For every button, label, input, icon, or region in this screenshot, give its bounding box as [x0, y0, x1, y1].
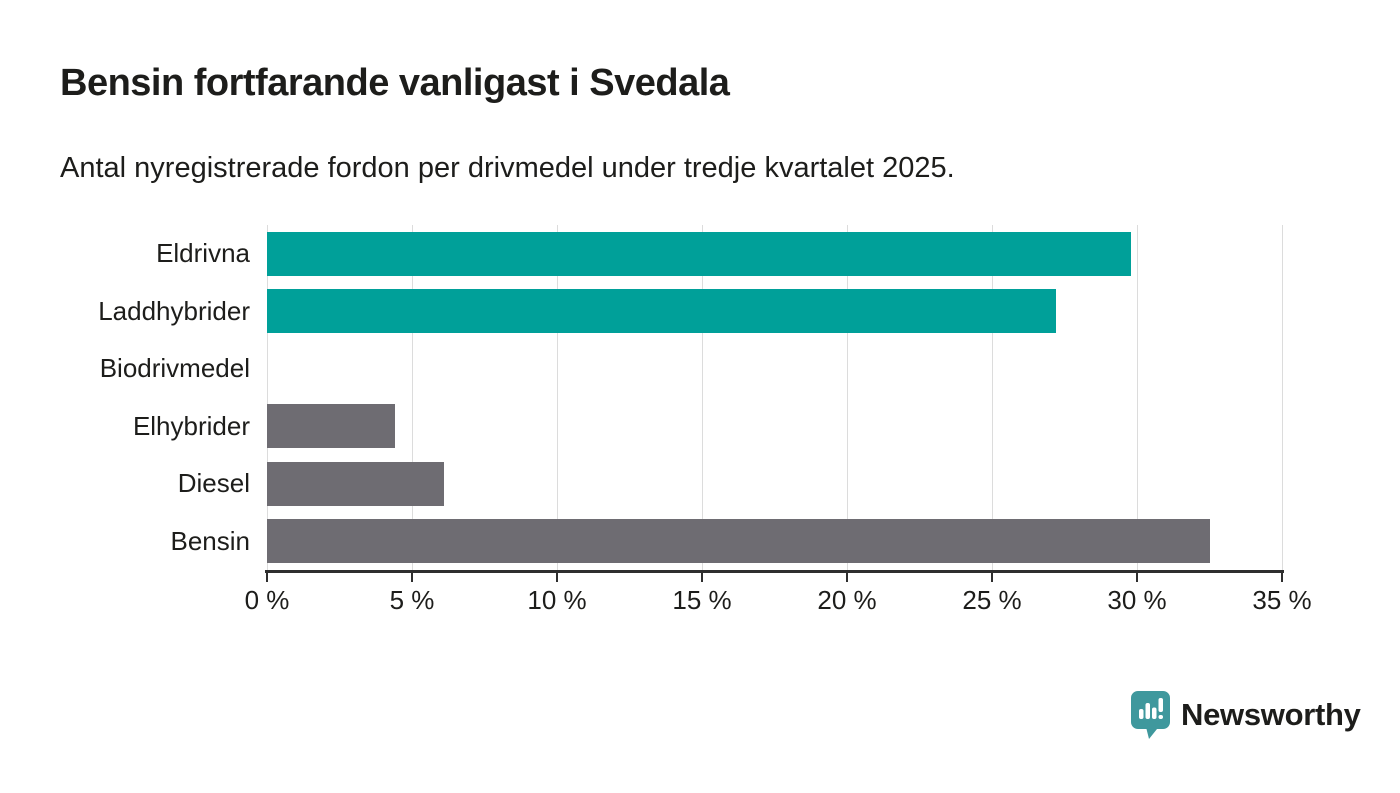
category-label-biodrivmedel: Biodrivmedel	[99, 353, 250, 384]
chart-subtitle: Antal nyregistrerade fordon per drivmede…	[60, 152, 955, 184]
tick-10	[556, 573, 558, 582]
tick-25	[991, 573, 993, 582]
x-axis-line	[265, 570, 1284, 573]
tick-label-20: 20 %	[817, 585, 877, 615]
y-axis-category-labels: Eldrivna Laddhybrider Biodrivmedel Elhybrid…	[0, 225, 250, 570]
category-label-elhybrider: Elhybrider	[132, 410, 250, 441]
bar-chart-plot-area: 0 % 5 % 10 % 15 % 20 % 25 % 30 % 35 %	[245, 225, 1312, 615]
tick-label-10: 10 %	[527, 585, 587, 615]
gridline-15	[702, 225, 703, 570]
gridline-20	[847, 225, 848, 570]
tick-15	[701, 573, 703, 582]
tick-35	[1281, 573, 1283, 582]
tick-label-25: 25 %	[962, 585, 1022, 615]
gridline-0	[267, 225, 268, 570]
tick-label-15: 15 %	[672, 585, 732, 615]
category-label-eldrivna: Eldrivna	[156, 238, 250, 269]
tick-label-30: 30 %	[1107, 585, 1167, 615]
newsworthy-logo-text: Newsworthy	[1181, 697, 1361, 732]
bar-elhybrider	[267, 404, 395, 449]
tick-label-35: 35 %	[1252, 585, 1312, 615]
gridline-10	[557, 225, 558, 570]
tick-label-0: 0 %	[244, 585, 290, 615]
bar-laddhybrider	[267, 289, 1056, 334]
bar-diesel	[267, 461, 444, 506]
bar-bensin	[267, 519, 1210, 564]
category-label-diesel: Diesel	[177, 468, 250, 499]
tick-20	[846, 573, 848, 582]
category-label-laddhybrider: Laddhybrider	[98, 295, 250, 326]
gridline-5	[412, 225, 413, 570]
tick-0	[266, 573, 268, 582]
tick-label-5: 5 %	[389, 585, 435, 615]
gridline-25	[992, 225, 993, 570]
tick-5	[411, 573, 413, 582]
tick-30	[1136, 573, 1138, 582]
bar-eldrivna	[267, 231, 1132, 276]
newsworthy-logo: Newsworthy	[1131, 691, 1361, 739]
newsworthy-logo-icon	[1131, 691, 1170, 739]
chart-title: Bensin fortfarande vanligast i Svedala	[60, 62, 730, 104]
category-label-bensin: Bensin	[170, 525, 251, 556]
gridline-30	[1137, 225, 1138, 570]
gridline-35	[1282, 225, 1283, 570]
